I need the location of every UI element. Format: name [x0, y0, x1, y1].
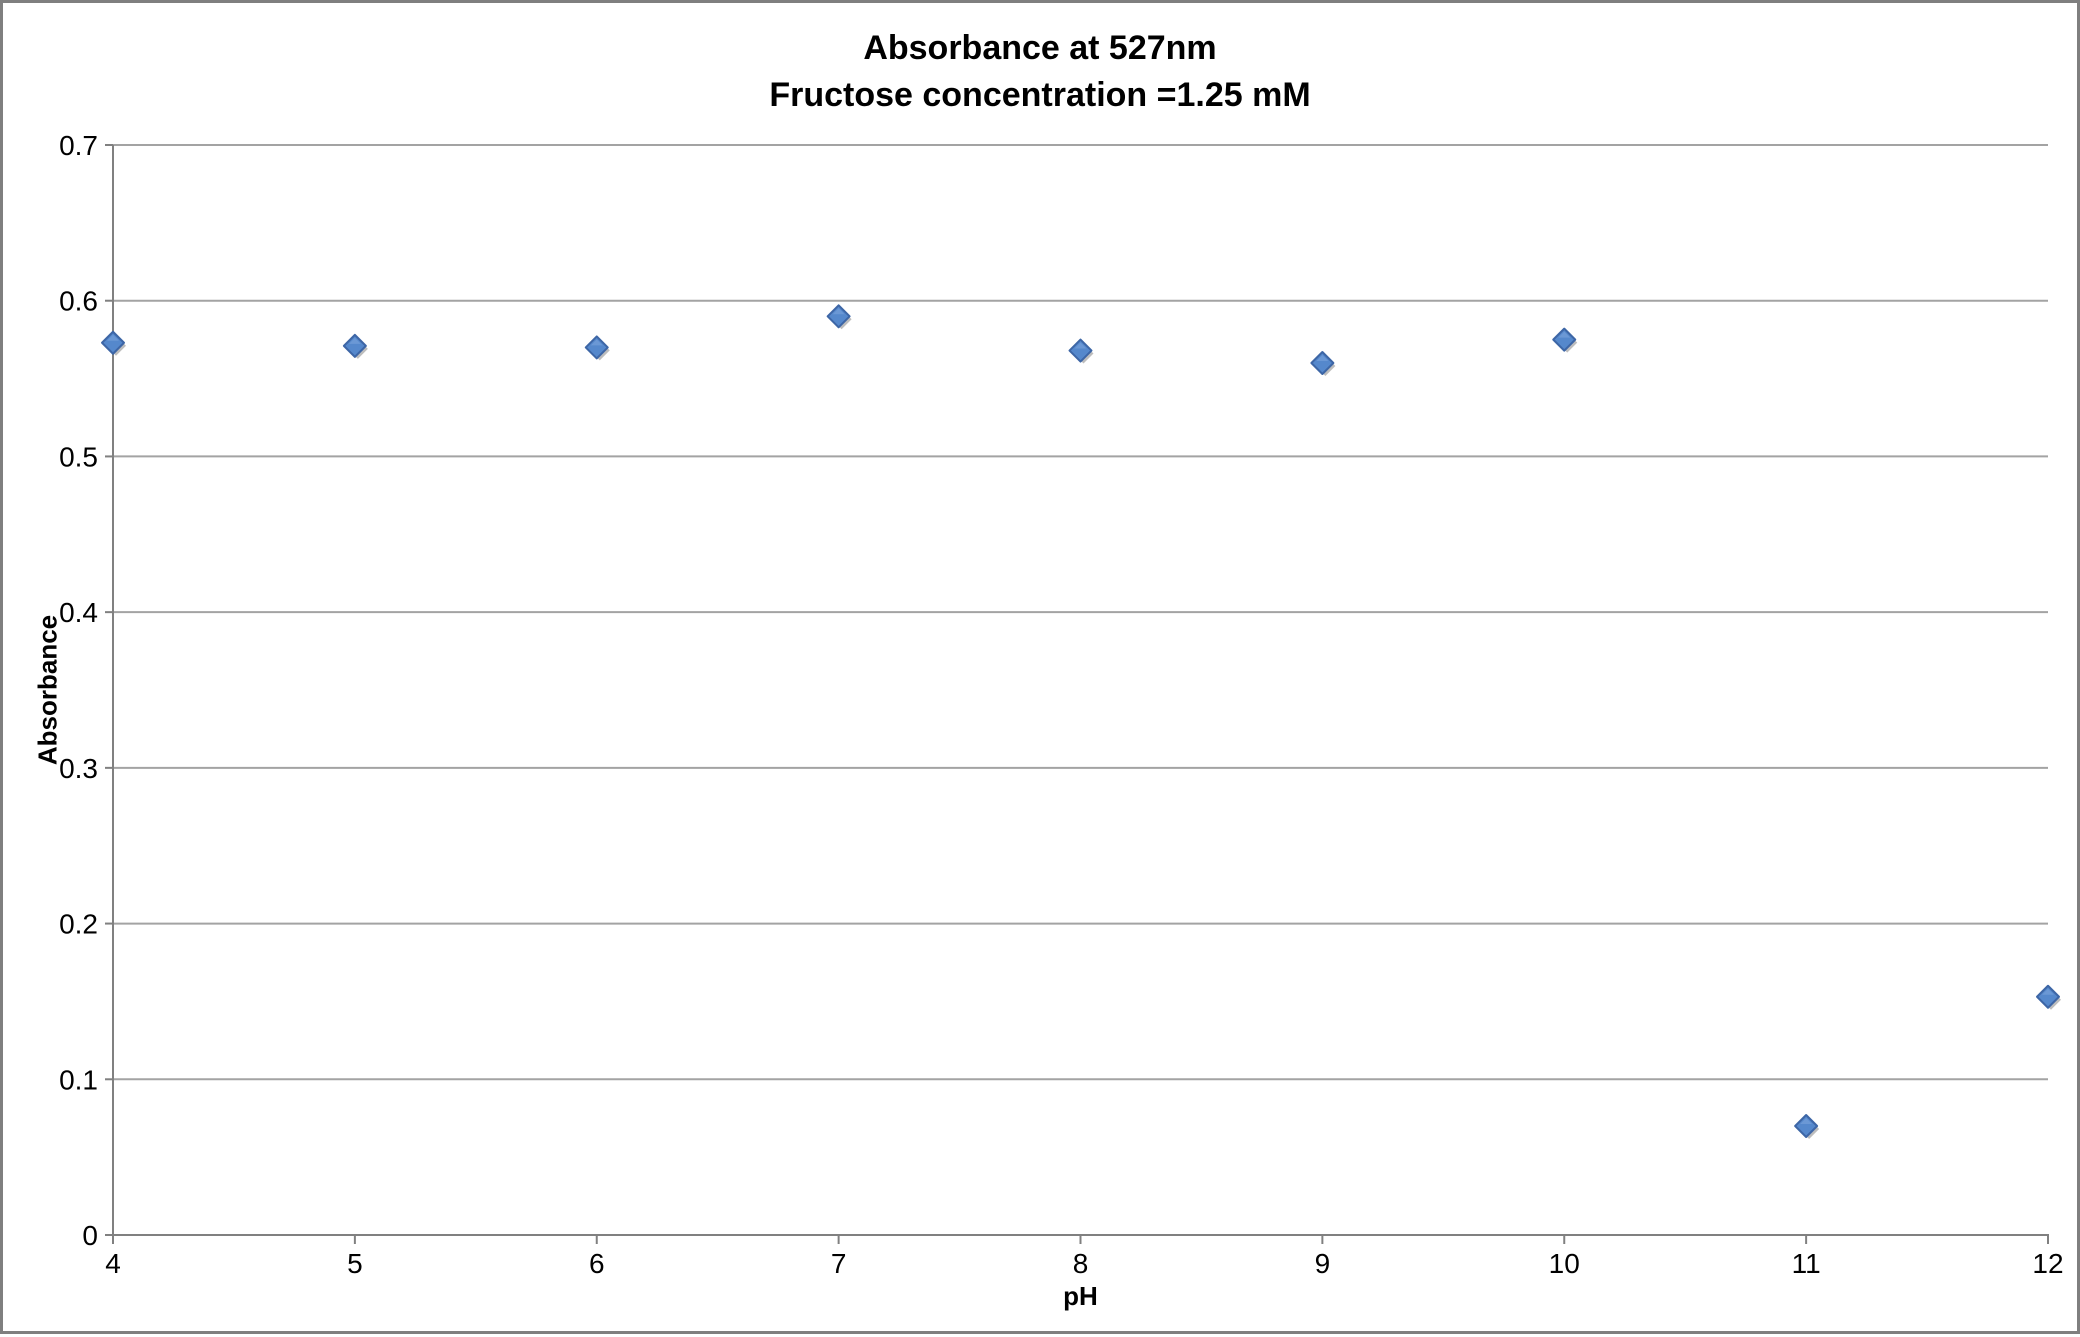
x-tick-label: 12 — [2032, 1248, 2063, 1279]
y-tick-label: 0.7 — [59, 130, 98, 161]
y-tick-label: 0.6 — [59, 286, 98, 317]
data-point-highlight — [1558, 331, 1571, 338]
y-axis-title: Absorbance — [32, 614, 63, 766]
x-tick-label: 11 — [1792, 1248, 1821, 1279]
x-tick-label: 6 — [589, 1248, 605, 1279]
data-point — [1068, 338, 1093, 363]
x-tick-label: 9 — [1315, 1248, 1331, 1279]
x-tick-label: 7 — [831, 1248, 847, 1279]
data-point-highlight — [107, 334, 119, 341]
data-point — [584, 335, 609, 360]
data-point — [1552, 327, 1577, 352]
data-point-highlight — [2042, 988, 2054, 995]
data-point-highlight — [590, 339, 603, 346]
chart-subtitle: Fructose concentration =1.25 mM — [769, 76, 1311, 114]
data-point — [2036, 984, 2060, 1009]
chart-title: Absorbance at 527nm — [863, 29, 1217, 67]
y-tick-label: 0.2 — [59, 909, 98, 940]
data-point-highlight — [832, 308, 845, 315]
plot-area: 0 0.1 0.2 0.3 0.4 0.5 0.6 0.7 4 5 6 7 8 9 10 11 12 — [59, 130, 2064, 1279]
y-tick-label: 0.3 — [59, 753, 98, 784]
y-tick-label: 0.1 — [59, 1064, 98, 1095]
x-tick-label: 5 — [347, 1248, 363, 1279]
x-tick-label: 8 — [1073, 1248, 1089, 1279]
data-point — [1794, 1114, 1819, 1138]
x-tick-label: 10 — [1549, 1248, 1580, 1279]
y-tick-label: 0.4 — [59, 597, 98, 628]
data-point — [826, 304, 851, 329]
data-point — [1310, 351, 1335, 375]
data-point-highlight — [1316, 355, 1329, 361]
data-point-highlight — [1074, 342, 1087, 349]
y-tick-label: 0.5 — [59, 441, 98, 472]
data-point-highlight — [1800, 1118, 1813, 1124]
data-point-highlight — [348, 337, 361, 344]
data-point — [101, 330, 125, 355]
y-tick-label: 0 — [82, 1220, 98, 1251]
x-tick-label: 4 — [105, 1248, 121, 1279]
x-axis-title: pH — [1063, 1281, 1098, 1311]
data-point — [342, 333, 367, 358]
chart-title-block: Absorbance at 527nm Fructose concentrati… — [3, 25, 2077, 119]
